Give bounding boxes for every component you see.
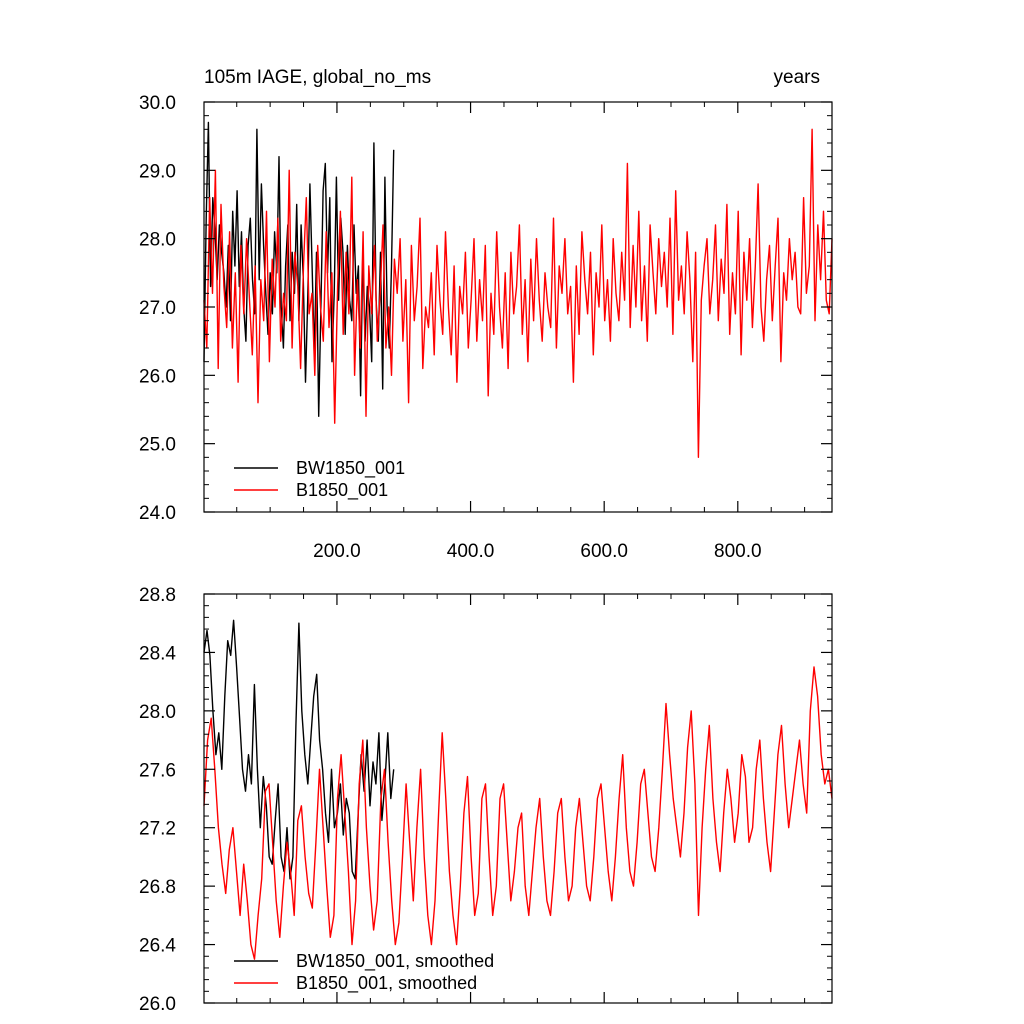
y-tick-label: 28.0 [139,702,176,723]
x-tick-label: 800.0 [714,541,762,562]
legend-label: BW1850_001, smoothed [296,951,494,972]
x-tick-label: 200.0 [313,541,361,562]
y-tick-label: 29.0 [139,161,176,182]
y-tick-label: 27.2 [139,819,176,840]
y-tick-label: 26.0 [139,366,176,387]
bottom-chart: 26.0 26.4 26.8 27.2 27.6 28.0 28.4 28.8 BW1850_… [139,585,833,1015]
y-tick-label: 27.6 [139,760,176,781]
top-plot-area: 24.0 25.0 26.0 27.0 28.0 29.0 30.0 200.0 400.0 60… [139,93,833,562]
y-tick-label: 26.0 [139,994,176,1015]
y-tick-label: 25.0 [139,435,176,456]
y-tick-label: 28.0 [139,230,176,251]
y-tick-label: 28.8 [139,585,176,606]
y-tick-label: 24.0 [139,503,176,524]
y-tick-label: 26.4 [139,936,176,957]
legend-label: B1850_001 [296,480,388,501]
top-chart-title-right: years [774,67,820,88]
bottom-plot-area: 26.0 26.4 26.8 27.2 27.6 28.0 28.4 28.8 [139,585,833,1015]
top-chart: 105m IAGE, global_no_ms years 24.0 25.0 26… [139,67,833,562]
series-line-black [203,619,395,880]
y-tick-label: 27.0 [139,298,176,319]
series-line-red [203,128,833,458]
legend-label: BW1850_001 [296,458,405,479]
x-tick-label: 400.0 [447,541,495,562]
top-chart-title-left: 105m IAGE, global_no_ms [204,67,431,88]
x-tick-label: 600.0 [580,541,628,562]
plot-frame [203,593,833,1004]
legend-label: B1850_001, smoothed [296,973,477,994]
series-line-red [203,666,833,960]
y-tick-label: 30.0 [139,93,176,114]
y-tick-label: 26.8 [139,877,176,898]
y-tick-label: 28.4 [139,643,176,664]
